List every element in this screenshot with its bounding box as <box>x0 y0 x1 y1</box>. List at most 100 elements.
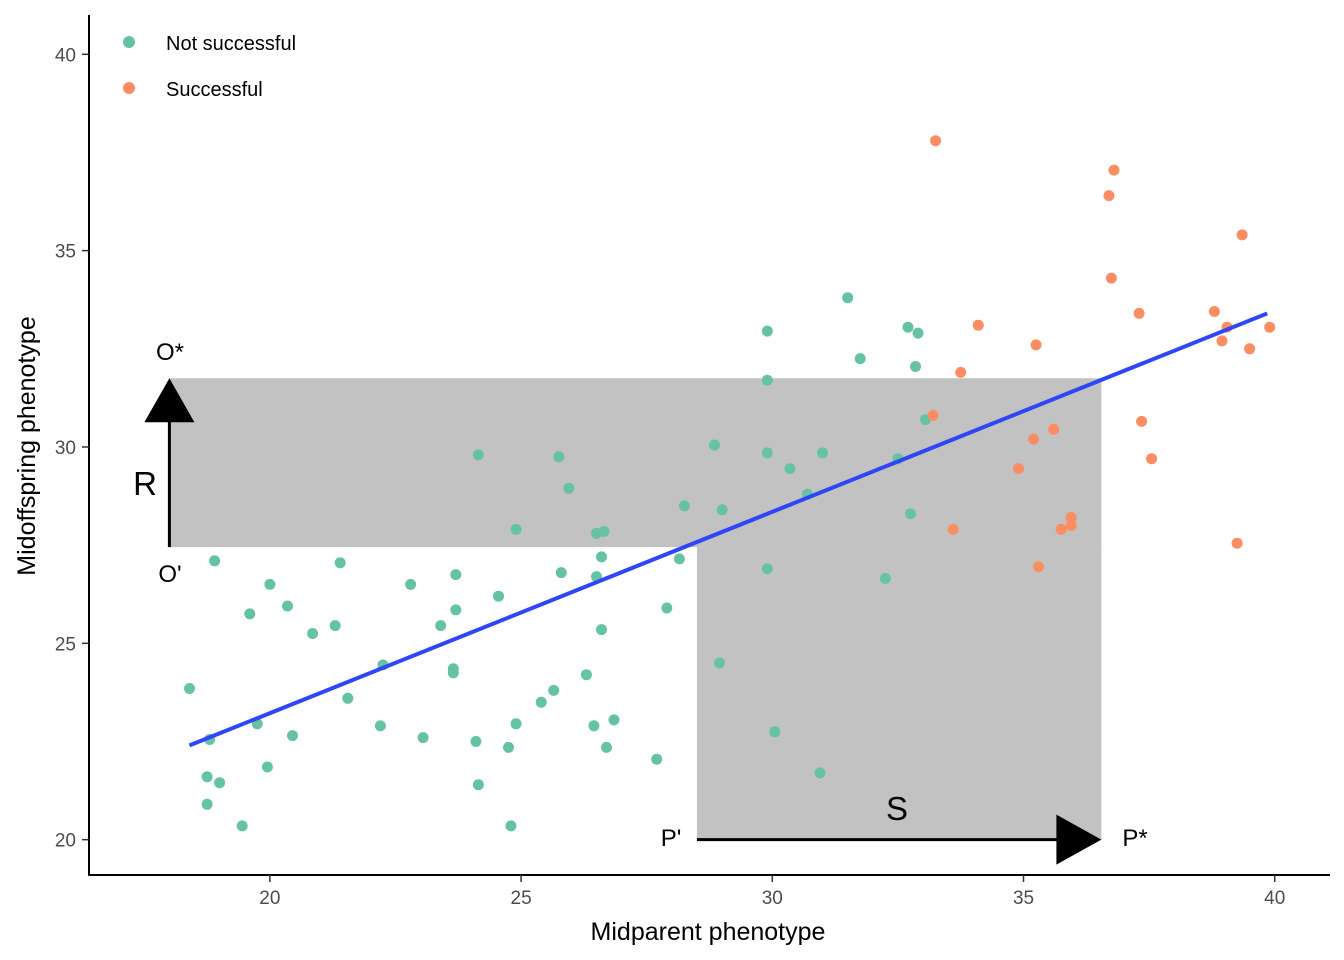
data-point-not-successful <box>264 578 276 590</box>
data-point-not-successful <box>435 620 447 632</box>
y-tick-label: 40 <box>55 45 76 66</box>
data-point-not-successful <box>342 692 354 704</box>
data-point-not-successful <box>761 447 773 459</box>
data-point-not-successful <box>709 439 720 451</box>
data-point-successful <box>1216 335 1228 347</box>
data-point-not-successful <box>405 578 417 590</box>
data-point-not-successful <box>548 684 560 696</box>
data-point-not-successful <box>842 292 854 304</box>
data-point-not-successful <box>450 604 462 616</box>
data-point-not-successful <box>472 449 484 461</box>
legend-marker-not-successful <box>123 36 135 48</box>
data-point-not-successful <box>510 523 522 535</box>
data-point-not-successful <box>678 500 690 512</box>
annotation-p-prime: P' <box>661 825 682 852</box>
data-point-successful <box>1048 423 1060 435</box>
y-tick-label: 30 <box>55 438 76 459</box>
data-point-successful <box>1033 561 1045 573</box>
data-point-not-successful <box>714 657 725 669</box>
data-point-not-successful <box>879 573 891 584</box>
data-point-successful <box>1136 415 1148 427</box>
data-point-not-successful <box>769 726 781 738</box>
data-point-not-successful <box>905 508 916 520</box>
data-point-not-successful <box>651 753 663 765</box>
data-point-successful <box>1133 307 1145 319</box>
data-point-not-successful <box>261 761 273 773</box>
data-point-successful <box>955 366 967 378</box>
data-point-not-successful <box>817 447 828 459</box>
data-point-not-successful <box>598 525 610 537</box>
data-point-not-successful <box>201 798 213 810</box>
data-point-not-successful <box>902 321 914 333</box>
data-point-successful <box>1065 512 1077 524</box>
data-point-not-successful <box>374 720 386 732</box>
data-point-successful <box>972 319 984 331</box>
data-point-not-successful <box>661 602 673 614</box>
legend-label-successful: Successful <box>166 79 263 101</box>
data-point-successful <box>1236 229 1248 241</box>
data-point-not-successful <box>503 741 514 753</box>
data-point-successful <box>1028 433 1040 445</box>
data-points <box>184 135 1276 832</box>
data-point-not-successful <box>601 741 612 753</box>
data-point-successful <box>1065 520 1077 531</box>
response-band <box>169 378 1102 548</box>
data-point-successful <box>1208 306 1220 317</box>
data-point-not-successful <box>470 736 482 747</box>
y-tick-label: 25 <box>55 634 76 655</box>
data-point-successful <box>930 135 942 147</box>
y-tick-label: 20 <box>55 831 76 852</box>
legend-label-not-successful: Not successful <box>166 33 296 55</box>
regression-line <box>188 311 1268 748</box>
annotation-p-star: P* <box>1122 825 1147 852</box>
legend: Not successful Successful <box>123 33 296 101</box>
data-point-successful <box>1244 343 1256 355</box>
regression-line-group <box>188 311 1268 748</box>
data-point-not-successful <box>201 771 213 783</box>
x-tick-label: 40 <box>1264 888 1285 909</box>
data-point-not-successful <box>814 767 826 779</box>
data-point-not-successful <box>447 667 459 679</box>
data-point-not-successful <box>563 482 575 494</box>
data-point-not-successful <box>307 628 319 639</box>
data-point-not-successful <box>209 555 221 567</box>
axes: 20 25 30 35 40 20 25 30 35 40 <box>55 15 1330 909</box>
data-point-successful <box>1231 537 1243 549</box>
x-tick-label: 20 <box>259 888 280 909</box>
data-point-not-successful <box>493 590 504 602</box>
data-point-not-successful <box>334 557 346 569</box>
annotation-r: R <box>133 465 157 502</box>
data-point-successful <box>927 410 939 421</box>
response-arrow-head <box>144 378 195 423</box>
data-point-successful <box>1055 523 1067 535</box>
data-point-not-successful <box>450 569 462 581</box>
data-point-not-successful <box>510 718 522 730</box>
data-point-not-successful <box>784 463 796 475</box>
data-point-not-successful <box>417 732 429 744</box>
data-point-not-successful <box>761 563 773 575</box>
data-point-successful <box>1105 272 1117 284</box>
data-point-not-successful <box>236 820 248 832</box>
x-tick-label: 35 <box>1013 888 1034 909</box>
data-point-successful <box>947 523 959 535</box>
data-point-successful <box>1013 463 1024 475</box>
data-point-not-successful <box>912 327 924 339</box>
data-point-not-successful <box>716 504 728 516</box>
selection-bands <box>169 378 1102 840</box>
data-point-not-successful <box>214 777 226 789</box>
x-tick-label: 25 <box>511 888 532 909</box>
data-point-not-successful <box>761 374 773 386</box>
data-point-not-successful <box>535 696 547 708</box>
data-point-not-successful <box>287 730 298 742</box>
y-axis-title: Midoffspring phenotype <box>13 316 41 575</box>
data-point-not-successful <box>596 624 607 636</box>
data-point-successful <box>1108 164 1120 176</box>
data-point-not-successful <box>580 669 592 681</box>
data-point-not-successful <box>184 683 195 694</box>
data-point-successful <box>1264 321 1276 333</box>
data-point-not-successful <box>596 551 607 563</box>
data-point-not-successful <box>673 553 685 565</box>
data-point-not-successful <box>505 820 517 832</box>
data-point-not-successful <box>555 567 567 579</box>
